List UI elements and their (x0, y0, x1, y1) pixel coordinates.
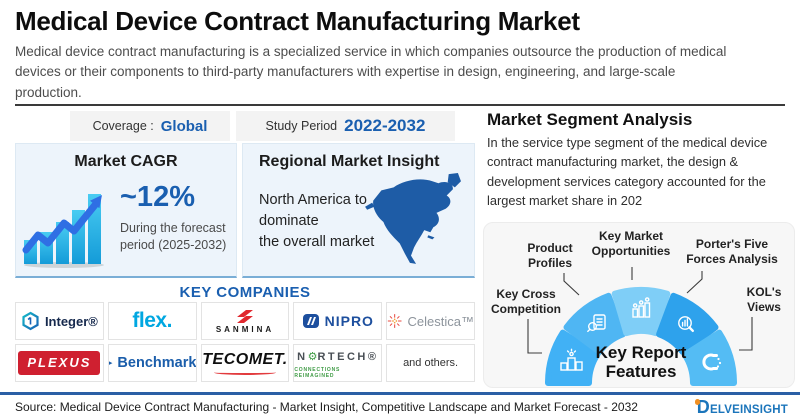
integer-hexagon-icon (22, 311, 39, 331)
header-divider (15, 104, 785, 106)
feature-label-key-market-opportunities: Key Market Opportunities (591, 229, 671, 258)
benchmark-triangle-icon: ▶ (109, 357, 113, 369)
logo-card-and-others: and others. (386, 344, 475, 382)
brand-dot-icon (694, 399, 701, 405)
logo-card-flex: flex. (107, 302, 197, 340)
report-features-fan-diagram (527, 267, 753, 386)
intro-description: Medical device contract manufacturing is… (15, 44, 727, 100)
key-companies-title: KEY COMPANIES (179, 284, 311, 301)
feature-label-porters-five-forces: Porter's Five Forces Analysis (686, 237, 778, 266)
logo-card-benchmark: ▶ Benchmark. (107, 344, 197, 382)
regional-card-title: Regional Market Insight (259, 153, 440, 170)
segment-analysis-title: Market Segment Analysis (487, 110, 693, 129)
feature-label-key-cross-competition: Key Cross Competition (491, 287, 561, 316)
feature-label-product-profiles: Product Profiles (527, 241, 573, 270)
key-report-features-card: Key Cross Competition Product Profiles K… (483, 222, 795, 388)
regional-card-text: North America to dominate the overall ma… (259, 192, 375, 251)
company-logo-grid: Integer® flex. SANMINA NIPRO (15, 302, 475, 382)
logo-card-integer: Integer® (15, 302, 104, 340)
nortech-logo-prefix: N (297, 351, 308, 363)
delveinsight-logo: DELVEINSIGHT (694, 397, 788, 418)
nortech-logo-suffix: RTECH® (317, 351, 379, 363)
fan-center-label: Key Report Features (595, 343, 687, 382)
logo-card-celestica: Celestica™ (386, 302, 475, 340)
growth-bars-arrow-icon (22, 194, 104, 268)
feature-label-kols-views: KOL's Views (746, 285, 782, 314)
coverage-label: Coverage : (92, 119, 154, 133)
coverage-bar: Coverage : Global (70, 111, 230, 141)
fan-segment-2 (611, 287, 671, 337)
plexus-badge: PLEXUS (18, 351, 101, 375)
celestica-logo-text: Celestica™ (407, 313, 474, 329)
integer-logo-text: Integer® (44, 313, 98, 329)
market-cagr-card: Market CAGR ~12% During the forecast per… (15, 143, 237, 278)
plexus-logo-text: PLEXUS (27, 355, 92, 370)
cagr-card-title: Market CAGR (74, 153, 178, 170)
flex-logo-text: flex. (132, 309, 172, 332)
nortech-tagline: CONNECTIONS REIMAGINED (294, 367, 341, 379)
cagr-value: ~12% (120, 181, 195, 213)
logo-card-sanmina: SANMINA (200, 302, 290, 340)
cagr-caption: During the forecast period (2025-2032) (120, 221, 227, 252)
segment-analysis-text: In the service type segment of the medic… (487, 135, 768, 209)
growth-chart-icon (632, 297, 651, 318)
page-title: Medical Device Contract Manufacturing Ma… (15, 6, 580, 36)
brand-text: DELVEINSIGHT (696, 397, 788, 417)
tecomet-swoosh (213, 370, 276, 375)
logo-card-nipro: NIPRO (293, 302, 383, 340)
document-search-icon (587, 314, 606, 333)
magnet-icon (702, 353, 722, 371)
regional-insight-card: Regional Market Insight North America to… (242, 143, 475, 278)
source-text: Source: Medical Device Contract Manufact… (15, 400, 638, 414)
podium-winner-icon (560, 348, 583, 371)
and-others-text: and others. (403, 357, 459, 369)
study-period-label: Study Period (265, 119, 338, 133)
footer-divider (0, 392, 800, 395)
study-period-value: 2022-2032 (344, 116, 426, 135)
sanmina-logo-text: SANMINA (215, 324, 275, 334)
north-america-map-icon (365, 173, 461, 264)
label-connector-lines (527, 267, 753, 354)
logo-card-nortech: N⚙RTECH® CONNECTIONS REIMAGINED (293, 344, 383, 382)
nortech-gear-icon: ⚙ (307, 351, 318, 363)
sanmina-chevron-icon (236, 309, 253, 323)
benchmark-logo-text: Benchmark. (117, 355, 197, 371)
nipro-monogram-icon (302, 314, 319, 328)
study-period-bar: Study Period 2022-2032 (236, 111, 455, 141)
celestica-starburst-icon (388, 314, 402, 328)
tecomet-logo-text: TECOMET. (202, 351, 288, 368)
logo-card-tecomet: TECOMET. (200, 344, 290, 382)
magnifier-chart-icon (678, 316, 694, 332)
fan-segment-4 (681, 329, 738, 386)
coverage-value: Global (160, 117, 208, 135)
nipro-logo-text: NIPRO (324, 313, 374, 329)
logo-card-plexus: PLEXUS (15, 344, 104, 382)
